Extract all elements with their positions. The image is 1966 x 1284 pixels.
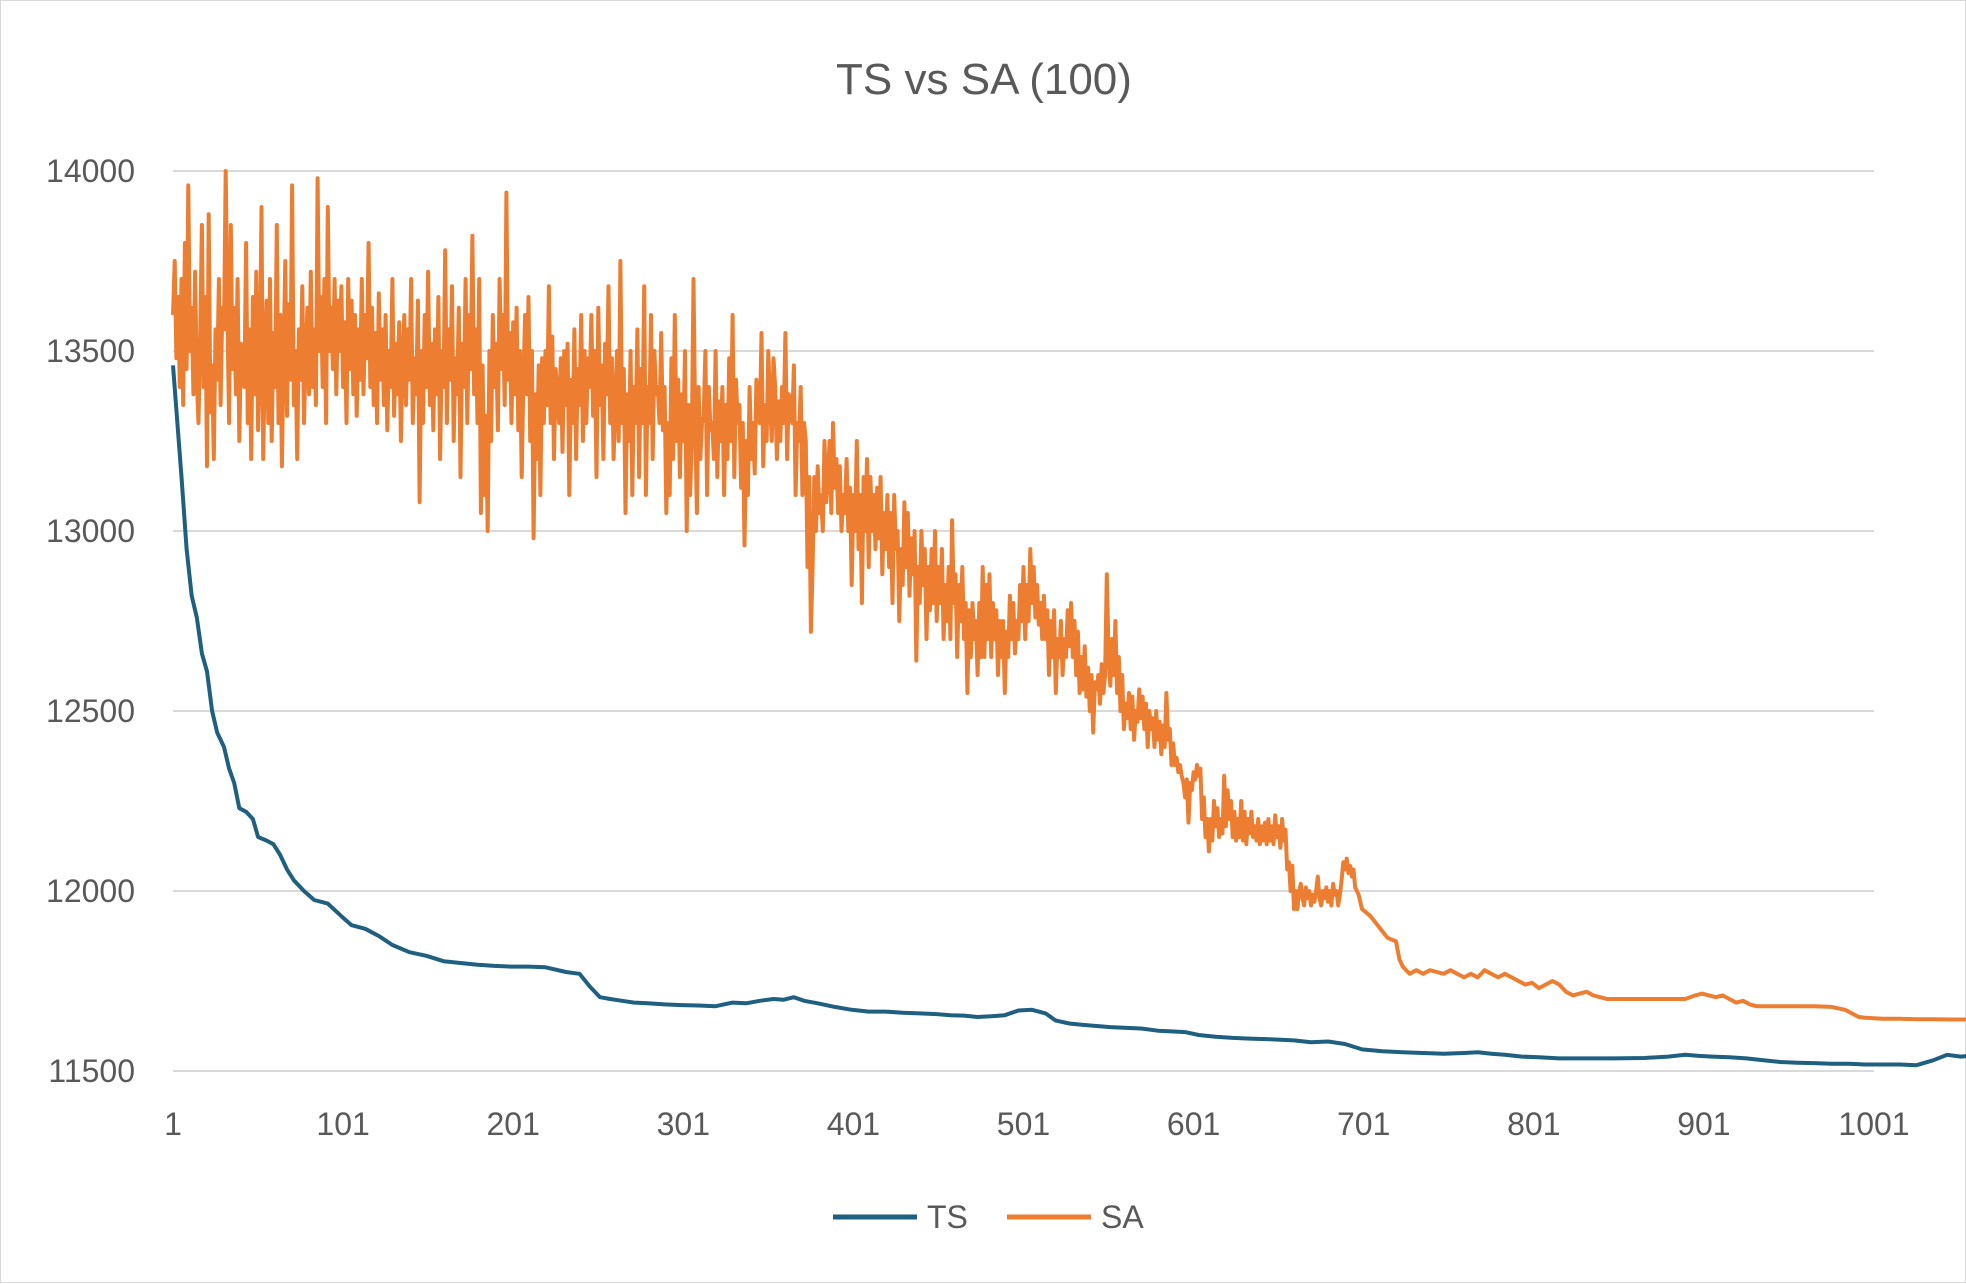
- y-tick-label: 12500: [46, 693, 135, 729]
- x-tick-label: 601: [1167, 1106, 1220, 1142]
- y-tick-label: 14000: [46, 153, 135, 189]
- y-axis-ticks: 11500 12000 12500 13000 13500 14000: [46, 153, 135, 1089]
- series-lines: [171, 169, 1966, 1068]
- x-tick-label: 1001: [1838, 1106, 1909, 1142]
- series-line-ts: [171, 365, 1966, 1068]
- x-axis-ticks: 1 101 201 301 401 501 601 701 801 901 1001: [164, 1106, 1909, 1142]
- x-tick-label: 801: [1507, 1106, 1560, 1142]
- y-tick-label: 11500: [48, 1053, 135, 1089]
- legend-label-ts: TS: [927, 1199, 968, 1235]
- x-tick-label: 201: [487, 1106, 540, 1142]
- legend: TS SA: [833, 1199, 1144, 1235]
- x-tick-label: 901: [1677, 1106, 1730, 1142]
- x-tick-label: 101: [316, 1106, 369, 1142]
- chart-title: TS vs SA (100): [836, 55, 1132, 104]
- y-tick-label: 13500: [46, 333, 135, 369]
- x-tick-label: 1: [164, 1106, 182, 1142]
- x-tick-label: 501: [997, 1106, 1050, 1142]
- y-tick-label: 12000: [46, 873, 135, 909]
- x-tick-label: 701: [1337, 1106, 1390, 1142]
- x-tick-label: 401: [827, 1106, 880, 1142]
- series-line-sa: [171, 169, 1966, 1022]
- legend-label-sa: SA: [1101, 1199, 1144, 1235]
- x-tick-label: 301: [657, 1106, 710, 1142]
- y-tick-label: 13000: [46, 513, 135, 549]
